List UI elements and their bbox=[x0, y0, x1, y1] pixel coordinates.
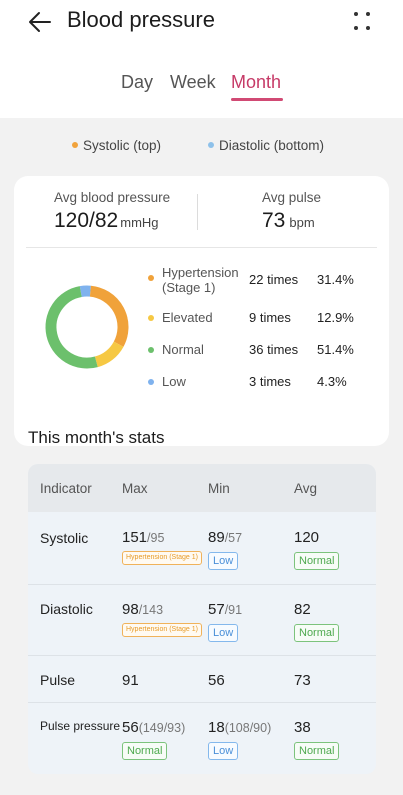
avg-pulse-unit: bpm bbox=[289, 215, 315, 230]
category-pct: 31.4% bbox=[317, 272, 354, 287]
tab-day[interactable]: Day bbox=[121, 72, 154, 92]
avg-pulse-label: Avg pulse bbox=[262, 190, 322, 205]
category-row-low: Low 3 times 4.3% bbox=[148, 374, 388, 390]
avg-pulse-value: 73 bbox=[262, 209, 286, 232]
cell-max: 98/143 bbox=[122, 601, 164, 618]
status-badge: Hypertension (Stage 1) bbox=[122, 623, 202, 637]
status-badge: Hypertension (Stage 1) bbox=[122, 551, 202, 565]
status-badge: Normal bbox=[294, 624, 340, 642]
legend-dot-icon bbox=[72, 142, 78, 148]
category-name: Low bbox=[162, 374, 186, 389]
status-badge: Low bbox=[208, 742, 239, 760]
legend-diastolic: Diastolic (bottom) bbox=[208, 138, 324, 153]
arrow-left-icon[interactable] bbox=[26, 8, 54, 36]
column-header: Indicator bbox=[40, 481, 92, 496]
category-times: 36 times bbox=[249, 342, 299, 357]
avg-bp-unit: mmHg bbox=[120, 215, 159, 230]
divider bbox=[28, 702, 376, 703]
tab-week[interactable]: Week bbox=[170, 72, 216, 92]
row-indicator: Pulse bbox=[40, 672, 76, 688]
donut-segment-elevated bbox=[94, 341, 124, 368]
legend-systolic: Systolic (top) bbox=[72, 138, 161, 153]
cell-avg: 120 bbox=[294, 529, 320, 546]
cell-avg: 38 bbox=[294, 719, 311, 736]
category-dot-icon bbox=[148, 379, 154, 385]
category-row-elevated: Elevated 9 times 12.9% bbox=[148, 310, 388, 326]
avg-pulse-value-block: 73 bpm bbox=[262, 209, 315, 233]
divider bbox=[197, 194, 198, 230]
donut-segment-hypertension-stage-1- bbox=[89, 285, 129, 347]
category-pct: 12.9% bbox=[317, 310, 354, 325]
more-dots-icon[interactable] bbox=[352, 10, 372, 32]
cell-max: 56(149/93) bbox=[122, 719, 186, 736]
column-header: Min bbox=[208, 481, 230, 496]
category-dot-icon bbox=[148, 275, 154, 281]
cell-min: 56 bbox=[208, 672, 225, 689]
page-title: Blood pressure bbox=[67, 7, 215, 32]
category-donut-chart bbox=[45, 285, 129, 369]
table-row-pulse-pressure: Pulse pressure 56(149/93) Normal 18(108/… bbox=[28, 702, 376, 774]
row-indicator: Diastolic bbox=[40, 601, 93, 617]
cell-min: 89/57 bbox=[208, 529, 243, 546]
category-dot-icon bbox=[148, 315, 154, 321]
avg-bp-value-block: 120/82 mmHg bbox=[54, 209, 159, 233]
stats-title: This month's stats bbox=[28, 428, 165, 447]
table-row-pulse: Pulse 91 56 73 bbox=[28, 655, 376, 702]
period-tabs: Day Week Month bbox=[0, 72, 403, 102]
divider bbox=[26, 247, 377, 248]
category-name: Normal bbox=[162, 342, 204, 357]
legend-dot-icon bbox=[208, 142, 214, 148]
column-header: Max bbox=[122, 481, 148, 496]
category-name: Elevated bbox=[162, 310, 213, 325]
cell-max: 151/95 bbox=[122, 529, 165, 546]
header-bar: Blood pressure Day Week Month bbox=[0, 0, 403, 118]
row-indicator: Pulse pressure bbox=[40, 719, 121, 733]
status-badge: Normal bbox=[122, 742, 168, 760]
category-pct: 4.3% bbox=[317, 374, 347, 389]
table-header: Indicator Max Min Avg bbox=[28, 464, 376, 512]
category-times: 3 times bbox=[249, 374, 291, 389]
table-row-diastolic: Diastolic 98/143 Hypertension (Stage 1) … bbox=[28, 584, 376, 655]
cell-max: 91 bbox=[122, 672, 139, 689]
tab-selected-indicator bbox=[231, 98, 283, 101]
column-header: Avg bbox=[294, 481, 318, 496]
donut-segment-normal bbox=[45, 286, 98, 369]
category-dot-icon bbox=[148, 347, 154, 353]
avg-bp-value: 120/82 bbox=[54, 209, 119, 232]
table-row-systolic: Systolic 151/95 Hypertension (Stage 1) 8… bbox=[28, 512, 376, 584]
category-name: Hypertension (Stage 1) bbox=[162, 265, 239, 295]
cell-avg: 73 bbox=[294, 672, 311, 689]
cell-min: 57/91 bbox=[208, 601, 243, 618]
stats-table: Indicator Max Min Avg Systolic 151/95 Hy… bbox=[28, 464, 376, 774]
status-badge: Normal bbox=[294, 552, 340, 570]
category-times: 22 times bbox=[249, 272, 299, 287]
divider bbox=[28, 584, 376, 585]
status-badge: Low bbox=[208, 552, 239, 570]
tab-month[interactable]: Month bbox=[231, 72, 282, 92]
category-row-hypertension: Hypertension (Stage 1) 22 times 31.4% bbox=[148, 265, 388, 297]
category-row-normal: Normal 36 times 51.4% bbox=[148, 342, 388, 358]
donut-segment-low bbox=[79, 285, 91, 297]
summary-card: Avg blood pressure 120/82 mmHg Avg pulse … bbox=[14, 176, 389, 446]
category-times: 9 times bbox=[249, 310, 291, 325]
cell-min: 18(108/90) bbox=[208, 719, 272, 736]
avg-bp-label: Avg blood pressure bbox=[54, 190, 171, 205]
status-badge: Low bbox=[208, 624, 239, 642]
status-badge: Normal bbox=[294, 742, 340, 760]
divider bbox=[28, 655, 376, 656]
row-indicator: Systolic bbox=[40, 530, 89, 546]
category-pct: 51.4% bbox=[317, 342, 354, 357]
cell-avg: 82 bbox=[294, 601, 311, 618]
